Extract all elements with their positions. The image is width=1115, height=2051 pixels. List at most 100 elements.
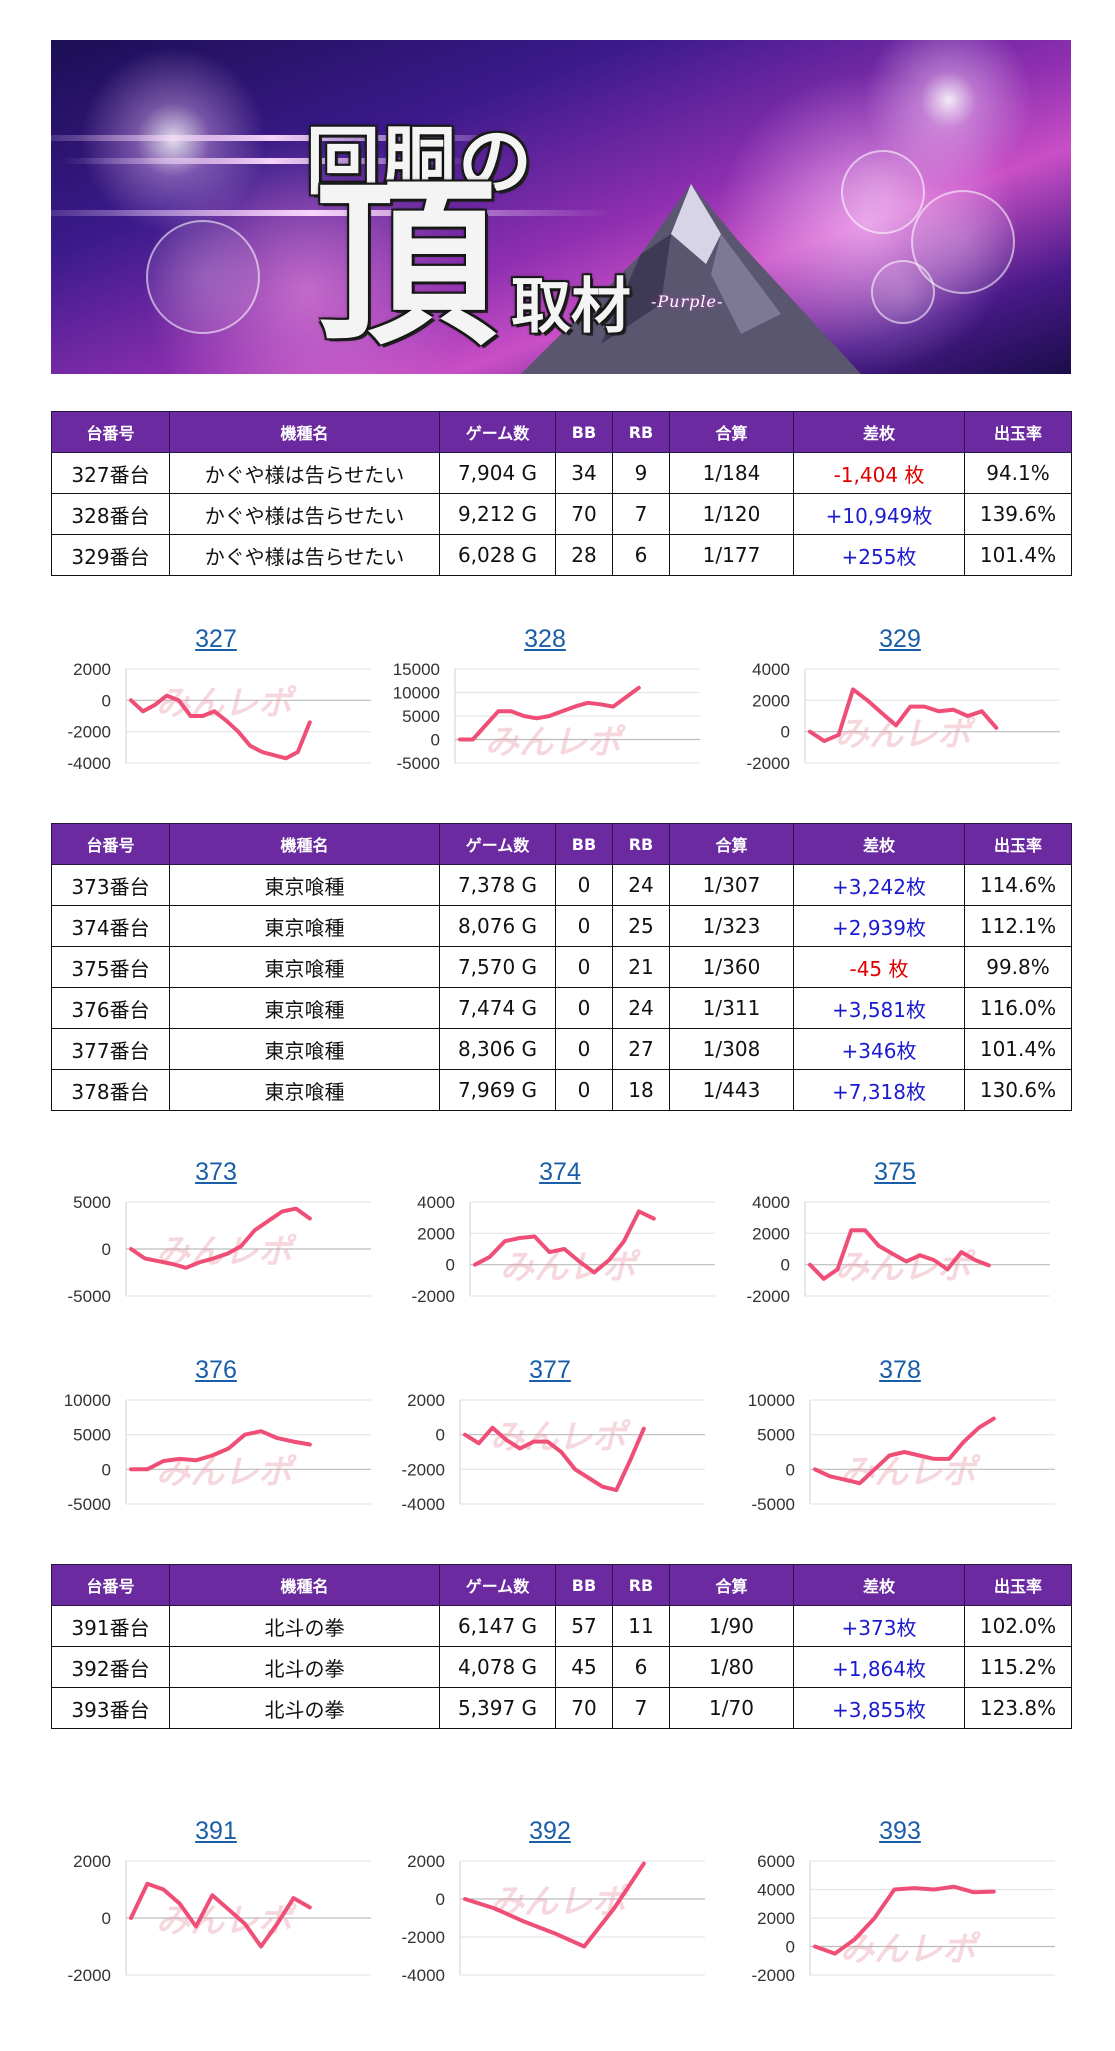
cell-bb: 57: [555, 1605, 613, 1647]
chart-378: 378 10000 5000 0 -5000 みんレポ: [735, 1356, 1065, 1516]
cell-diff: +255枚: [793, 534, 965, 576]
y-tick-label: -2000: [747, 754, 790, 773]
cell-rb: 7: [612, 493, 670, 535]
cell-bb: 0: [555, 905, 613, 947]
chart-title-link[interactable]: 328: [524, 625, 566, 653]
chart-374: 374 4000 2000 0 -2000 みんレポ: [395, 1158, 725, 1308]
cell-games: 8,306 G: [439, 1028, 556, 1070]
banner-logo: 回胴の 頂 取材 -Purple-: [306, 90, 806, 360]
cell-machine-no: 376番台: [51, 987, 170, 1029]
cell-machine-no: 373番台: [51, 864, 170, 906]
y-tick-label: -4000: [402, 1966, 445, 1985]
series-line: [129, 693, 312, 761]
cell-machine-no: 391番台: [51, 1605, 170, 1647]
header-rate: 出玉率: [964, 823, 1072, 865]
y-tick-label: -2000: [412, 1287, 455, 1306]
chart-title-link[interactable]: 391: [195, 1817, 237, 1845]
chart-title-link[interactable]: 393: [879, 1817, 921, 1845]
series-line: [473, 1209, 656, 1275]
chart-391: 391 2000 0 -2000 みんレポ: [51, 1817, 381, 1987]
cell-combined: 1/323: [669, 905, 794, 947]
table-row: 375番台 東京喰種 7,570 G 0 21 1/360 -45 枚 99.8%: [51, 946, 1072, 988]
cell-machine-no: 327番台: [51, 452, 170, 494]
cell-diff: +2,939枚: [793, 905, 965, 947]
y-tick-label: 2000: [407, 1391, 445, 1410]
y-tick-label: 0: [102, 1240, 111, 1259]
y-tick-label: 2000: [73, 660, 111, 679]
cell-machine-name: 北斗の拳: [169, 1646, 440, 1688]
cell-rb: 24: [612, 864, 670, 906]
series-line: [808, 687, 999, 744]
table-header-row: 台番号 機種名 ゲーム数 BB RB 合算 差枚 出玉率: [51, 1564, 1072, 1606]
header-combined: 合算: [669, 823, 794, 865]
cell-games: 7,570 G: [439, 946, 556, 988]
header-rate: 出玉率: [964, 411, 1072, 453]
cell-bb: 0: [555, 864, 613, 906]
series-line: [813, 1416, 996, 1486]
chart-title-link[interactable]: 374: [539, 1158, 581, 1186]
header-diff: 差枚: [793, 1564, 965, 1606]
y-tick-label: 10000: [393, 684, 440, 703]
header-machine-no: 台番号: [51, 1564, 170, 1606]
y-tick-label: -5000: [397, 754, 440, 773]
light-streak: [51, 210, 611, 216]
chart-title-link[interactable]: 376: [195, 1356, 237, 1384]
chart-393: 393 6000 4000 2000 0 -2000 みんレポ: [735, 1817, 1065, 1987]
y-tick-label: 2000: [752, 1224, 790, 1243]
cell-rate: 139.6%: [964, 493, 1072, 535]
y-tick-label: -5000: [68, 1495, 111, 1514]
chart-title-link[interactable]: 375: [874, 1158, 916, 1186]
cell-machine-no: 378番台: [51, 1069, 170, 1111]
chart-title-link[interactable]: 373: [195, 1158, 237, 1186]
cell-bb: 70: [555, 493, 613, 535]
y-tick-label: 0: [786, 1460, 795, 1479]
y-tick-label: 0: [102, 1460, 111, 1479]
cell-machine-name: かぐや様は告らせたい: [169, 452, 440, 494]
y-tick-label: -2000: [747, 1287, 790, 1306]
cell-diff: -1,404 枚: [793, 452, 965, 494]
cell-games: 6,147 G: [439, 1605, 556, 1647]
header-combined: 合算: [669, 1564, 794, 1606]
chart-title-link[interactable]: 378: [879, 1356, 921, 1384]
y-tick-label: 6000: [757, 1852, 795, 1871]
chart-373: 373 5000 0 -5000 みんレポ: [51, 1158, 381, 1308]
cell-rb: 7: [612, 1687, 670, 1729]
cell-games: 7,904 G: [439, 452, 556, 494]
cell-bb: 70: [555, 1687, 613, 1729]
cell-diff: -45 枚: [793, 946, 965, 988]
banner-title-line1: 回胴の: [306, 119, 534, 205]
series-line: [463, 1425, 646, 1493]
cell-rb: 18: [612, 1069, 670, 1111]
watermark-text: みんレポ: [840, 1452, 981, 1492]
series-line: [813, 1884, 996, 1956]
cell-machine-no: 374番台: [51, 905, 170, 947]
chart-title-link[interactable]: 377: [529, 1356, 571, 1384]
cell-machine-name: 東京喰種: [169, 987, 440, 1029]
cell-rate: 130.6%: [964, 1069, 1072, 1111]
header-machine-name: 機種名: [169, 823, 440, 865]
cell-rb: 9: [612, 452, 670, 494]
line-chart: 4000 2000 0 -2000 みんレポ: [747, 1193, 1050, 1306]
cell-bb: 34: [555, 452, 613, 494]
chart-title-link[interactable]: 329: [879, 625, 921, 653]
cell-combined: 1/311: [669, 987, 794, 1029]
cell-combined: 1/120: [669, 493, 794, 535]
table-row: 377番台 東京喰種 8,306 G 0 27 1/308 +346枚 101.4%: [51, 1028, 1072, 1070]
chart-title-link[interactable]: 327: [195, 625, 237, 653]
cell-diff: +1,864枚: [793, 1646, 965, 1688]
cell-rb: 27: [612, 1028, 670, 1070]
cell-rate: 99.8%: [964, 946, 1072, 988]
bubble-decoration: [871, 260, 935, 324]
watermark-text: みんレポ: [485, 723, 626, 763]
cell-bb: 28: [555, 534, 613, 576]
y-tick-label: 5000: [402, 707, 440, 726]
y-tick-label: -4000: [402, 1495, 445, 1514]
cell-machine-name: 北斗の拳: [169, 1687, 440, 1729]
chart-title-link[interactable]: 392: [529, 1817, 571, 1845]
machine-data-table: 台番号 機種名 ゲーム数 BB RB 合算 差枚 出玉率 373番台 東京喰種 7,378 G 0 24…: [51, 823, 1072, 1111]
